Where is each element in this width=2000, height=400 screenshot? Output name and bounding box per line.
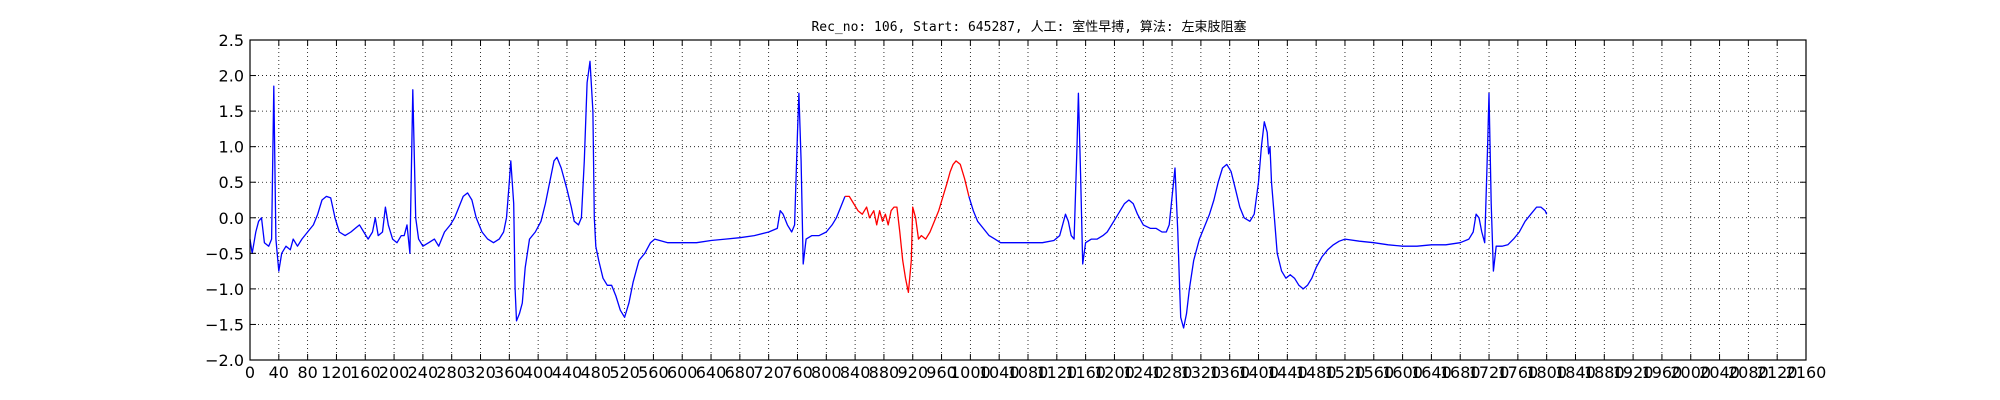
x-tick-label: 600 bbox=[667, 363, 698, 382]
x-tick-label: 360 bbox=[494, 363, 525, 382]
y-tick-label: 0.0 bbox=[219, 209, 244, 228]
x-tick-label: 800 bbox=[811, 363, 842, 382]
x-tick-label: 1280 bbox=[1152, 363, 1193, 382]
x-tick-label: 1440 bbox=[1267, 363, 1308, 382]
x-tick-label: 920 bbox=[897, 363, 928, 382]
x-tick-label: 1040 bbox=[979, 363, 1020, 382]
x-tick-label: 520 bbox=[609, 363, 640, 382]
series-line-1 bbox=[845, 160, 970, 294]
x-tick-label: 840 bbox=[840, 363, 871, 382]
x-tick-label: 1320 bbox=[1181, 363, 1222, 382]
x-tick-label: 2160 bbox=[1786, 363, 1827, 382]
y-axis: −2.0 −1.5 −1.0 −0.5 0.0 0.5 1.0 1.5 2.0 2.5 bbox=[205, 31, 1806, 370]
x-tick-label: 280 bbox=[436, 363, 467, 382]
x-tick-label: 1880 bbox=[1584, 363, 1625, 382]
x-tick-label: 2120 bbox=[1757, 363, 1798, 382]
y-tick-label: 2.5 bbox=[219, 31, 244, 50]
x-tick-label: 1800 bbox=[1526, 363, 1567, 382]
x-tick-label: 1600 bbox=[1382, 363, 1423, 382]
x-tick-label: 1920 bbox=[1613, 363, 1654, 382]
x-tick-label: 1760 bbox=[1497, 363, 1538, 382]
x-tick-label: 1520 bbox=[1325, 363, 1366, 382]
x-tick-label: 1640 bbox=[1411, 363, 1452, 382]
x-tick-label: 1080 bbox=[1008, 363, 1049, 382]
x-axis: 0 40 80 12016020024028032036040044048052056… bbox=[245, 40, 1826, 382]
x-tick-label: 2080 bbox=[1728, 363, 1769, 382]
x-tick-label: 1560 bbox=[1353, 363, 1394, 382]
x-tick-label: 2040 bbox=[1699, 363, 1740, 382]
x-tick-label: 1120 bbox=[1036, 363, 1077, 382]
y-tick-label: 1.5 bbox=[219, 102, 244, 121]
x-tick-label: 680 bbox=[725, 363, 756, 382]
x-tick-label: 1240 bbox=[1123, 363, 1164, 382]
series-line-0 bbox=[249, 60, 846, 322]
x-tick-label: 760 bbox=[782, 363, 813, 382]
x-tick-label: 80 bbox=[297, 363, 317, 382]
x-tick-label: 720 bbox=[753, 363, 784, 382]
series-line-2 bbox=[968, 92, 1548, 329]
x-tick-label: 1400 bbox=[1238, 363, 1279, 382]
x-tick-label: 200 bbox=[379, 363, 410, 382]
y-tick-label: −2.0 bbox=[205, 351, 244, 370]
x-tick-label: 1960 bbox=[1642, 363, 1683, 382]
x-tick-label: 880 bbox=[869, 363, 900, 382]
x-tick-label: 2000 bbox=[1670, 363, 1711, 382]
x-tick-label: 960 bbox=[926, 363, 957, 382]
x-tick-label: 1840 bbox=[1555, 363, 1596, 382]
y-tick-label: 2.0 bbox=[219, 67, 244, 86]
x-tick-label: 320 bbox=[465, 363, 496, 382]
grid-lines bbox=[249, 39, 1807, 361]
x-tick-label: 160 bbox=[350, 363, 381, 382]
x-tick-label: 1720 bbox=[1469, 363, 1510, 382]
chart-title: Rec_no: 106, Start: 645287, 人工: 室性早搏, 算法… bbox=[811, 19, 1246, 35]
x-tick-label: 120 bbox=[321, 363, 352, 382]
x-tick-label: 0 bbox=[245, 363, 255, 382]
y-tick-label: −0.5 bbox=[205, 244, 244, 263]
y-tick-label: −1.5 bbox=[205, 315, 244, 334]
x-tick-label: 1360 bbox=[1209, 363, 1250, 382]
plot-area bbox=[249, 60, 1548, 329]
x-tick-label: 1480 bbox=[1296, 363, 1337, 382]
x-tick-label: 240 bbox=[408, 363, 439, 382]
x-tick-label: 1200 bbox=[1094, 363, 1135, 382]
y-tick-label: −1.0 bbox=[205, 280, 244, 299]
x-tick-label: 40 bbox=[269, 363, 289, 382]
x-tick-label: 1680 bbox=[1440, 363, 1481, 382]
y-tick-label: 0.5 bbox=[219, 173, 244, 192]
x-tick-label: 480 bbox=[581, 363, 612, 382]
x-tick-label: 640 bbox=[696, 363, 727, 382]
y-tick-label: 1.0 bbox=[219, 138, 244, 157]
x-tick-label: 560 bbox=[638, 363, 669, 382]
x-tick-label: 400 bbox=[523, 363, 554, 382]
x-tick-label: 440 bbox=[552, 363, 583, 382]
x-tick-label: 1160 bbox=[1065, 363, 1106, 382]
x-tick-label: 1000 bbox=[950, 363, 991, 382]
